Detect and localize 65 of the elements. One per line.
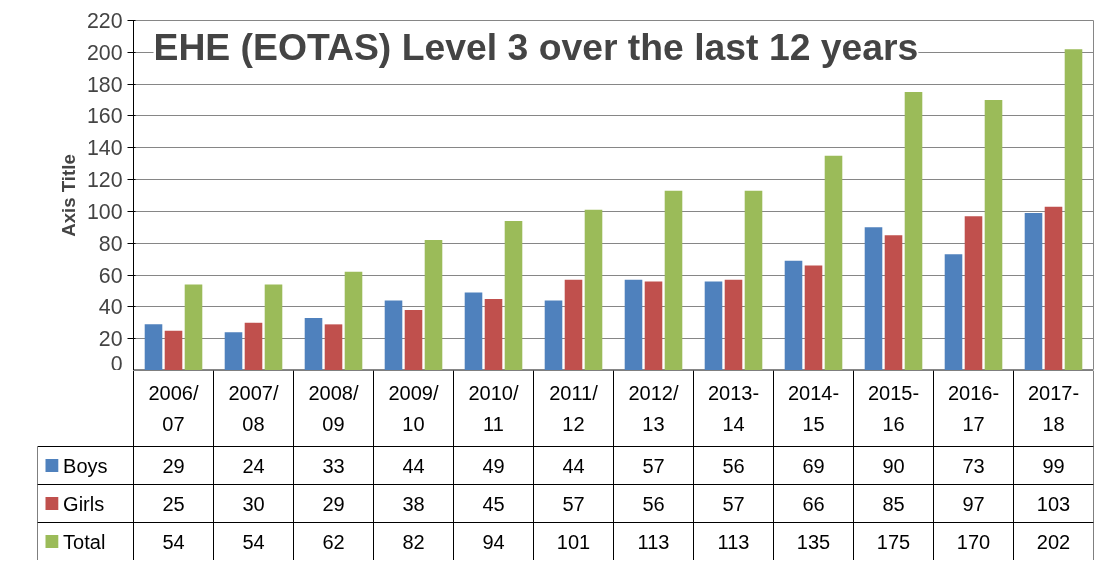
x-tick-label: 2009/10 [388,382,439,435]
data-label: 99 [1042,454,1065,477]
data-label: 170 [956,530,991,553]
x-tick-label: 2017-18 [1027,382,1080,435]
data-label: 57 [642,454,665,477]
x-tick-label: 2011/12 [549,382,599,435]
legend-label: Total [63,530,106,553]
x-tick-label: 2010/11 [468,382,519,435]
x-tick-label: 2012/13 [628,382,679,435]
y-tick-label: 200 [86,40,123,65]
data-label: 73 [962,454,985,477]
data-label: 24 [242,454,265,477]
y-tick-label: 160 [86,104,123,129]
data-label: 44 [402,454,425,477]
y-tick-label: 100 [86,199,123,224]
data-label: 101 [556,530,591,553]
data-label: 113 [637,530,670,553]
data-label: 66 [802,492,825,515]
data-label: 57 [722,492,745,515]
data-label: 90 [882,454,905,477]
chart-title: EHE (EOTAS) Level 3 over the last 12 years [153,25,919,68]
data-label: 135 [796,530,831,553]
data-label: 54 [242,530,265,553]
data-label: 94 [482,530,505,553]
y-tick-label: 0 [110,351,123,376]
data-label: 54 [162,530,185,553]
data-label: 29 [162,454,185,477]
x-tick-label: 2013-14 [707,382,760,435]
data-label: 113 [717,530,750,553]
x-tick-label: 2007/08 [228,382,279,435]
x-tick-label: 2008/09 [308,382,359,435]
data-label: 97 [962,492,985,515]
data-label: 45 [482,492,505,515]
data-label: 33 [322,454,345,477]
data-label: 44 [562,454,585,477]
data-label: 175 [876,530,911,553]
data-label: 202 [1036,530,1071,553]
data-label: 25 [162,492,185,515]
legend-label: Boys [63,454,108,477]
y-tick-label: 20 [98,327,123,352]
data-label: 56 [642,492,665,515]
y-tick-label: 60 [98,263,123,288]
data-label: 69 [802,454,825,477]
y-tick-label: 220 [86,9,123,33]
legend-label: Girls [63,492,105,515]
y-tick-label: 140 [86,136,123,161]
data-label: 29 [322,492,345,515]
x-tick-label: 2014-15 [787,382,840,435]
x-tick-label: 2016-17 [947,382,1000,435]
x-tick-label: 2015-16 [867,382,920,435]
data-label: 103 [1036,492,1071,515]
data-label: 38 [402,492,425,515]
y-tick-label: 40 [98,295,123,320]
y-tick-label: 80 [98,231,123,256]
x-tick-label: 2006/07 [148,382,199,435]
data-label: 85 [882,492,905,515]
data-label: 30 [242,492,265,515]
y-tick-label: 120 [86,168,123,193]
data-label: 62 [322,530,345,553]
data-label: 82 [402,530,425,553]
y-tick-label: 180 [86,72,123,97]
data-label: 49 [482,454,505,477]
y-axis-title: Axis Title [57,154,79,237]
data-label: 56 [722,454,745,477]
data-label: 57 [562,492,585,515]
